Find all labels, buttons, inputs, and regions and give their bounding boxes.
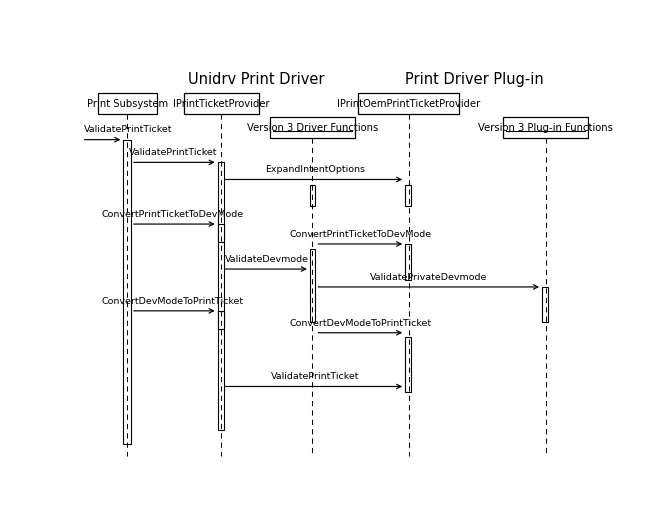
Text: Print Subsystem: Print Subsystem bbox=[87, 99, 168, 109]
Text: ValidatePrintTicket: ValidatePrintTicket bbox=[129, 148, 217, 157]
Bar bbox=[218, 311, 224, 329]
Text: ConvertDevModeToPrintTicket: ConvertDevModeToPrintTicket bbox=[102, 297, 244, 306]
Text: ValidatePrivateDevmode: ValidatePrivateDevmode bbox=[370, 273, 488, 282]
Bar bbox=[310, 186, 315, 206]
Text: Print Driver Plug-in: Print Driver Plug-in bbox=[405, 72, 544, 87]
Bar bbox=[184, 94, 258, 114]
Text: Version 3 Plug-in Functions: Version 3 Plug-in Functions bbox=[478, 123, 613, 133]
Bar bbox=[218, 224, 224, 242]
Bar bbox=[542, 287, 547, 322]
Bar bbox=[503, 117, 588, 138]
Text: ValidateDevmode: ValidateDevmode bbox=[225, 255, 309, 264]
Bar bbox=[358, 94, 459, 114]
Text: ExpandIntentOptions: ExpandIntentOptions bbox=[265, 165, 365, 174]
Bar bbox=[310, 249, 315, 322]
Bar bbox=[405, 186, 411, 206]
Text: ConvertDevModeToPrintTicket: ConvertDevModeToPrintTicket bbox=[290, 318, 432, 328]
Bar bbox=[270, 117, 355, 138]
Bar bbox=[218, 162, 224, 430]
Text: Unidrv Print Driver: Unidrv Print Driver bbox=[188, 72, 325, 87]
Bar bbox=[405, 244, 411, 280]
Text: Version 3 Driver Functions: Version 3 Driver Functions bbox=[247, 123, 378, 133]
Text: ValidatePrintTicket: ValidatePrintTicket bbox=[271, 372, 359, 382]
Text: ConvertPrintTicketToDevMode: ConvertPrintTicketToDevMode bbox=[290, 230, 432, 239]
Text: IPrintTicketProvider: IPrintTicketProvider bbox=[173, 99, 269, 109]
Bar bbox=[405, 337, 411, 392]
Bar bbox=[98, 94, 156, 114]
Text: ValidatePrintTicket: ValidatePrintTicket bbox=[84, 126, 173, 134]
Bar bbox=[124, 140, 131, 444]
Text: IPrintOemPrintTicketProvider: IPrintOemPrintTicketProvider bbox=[337, 99, 480, 109]
Text: ConvertPrintTicketToDevMode: ConvertPrintTicketToDevMode bbox=[102, 210, 244, 219]
